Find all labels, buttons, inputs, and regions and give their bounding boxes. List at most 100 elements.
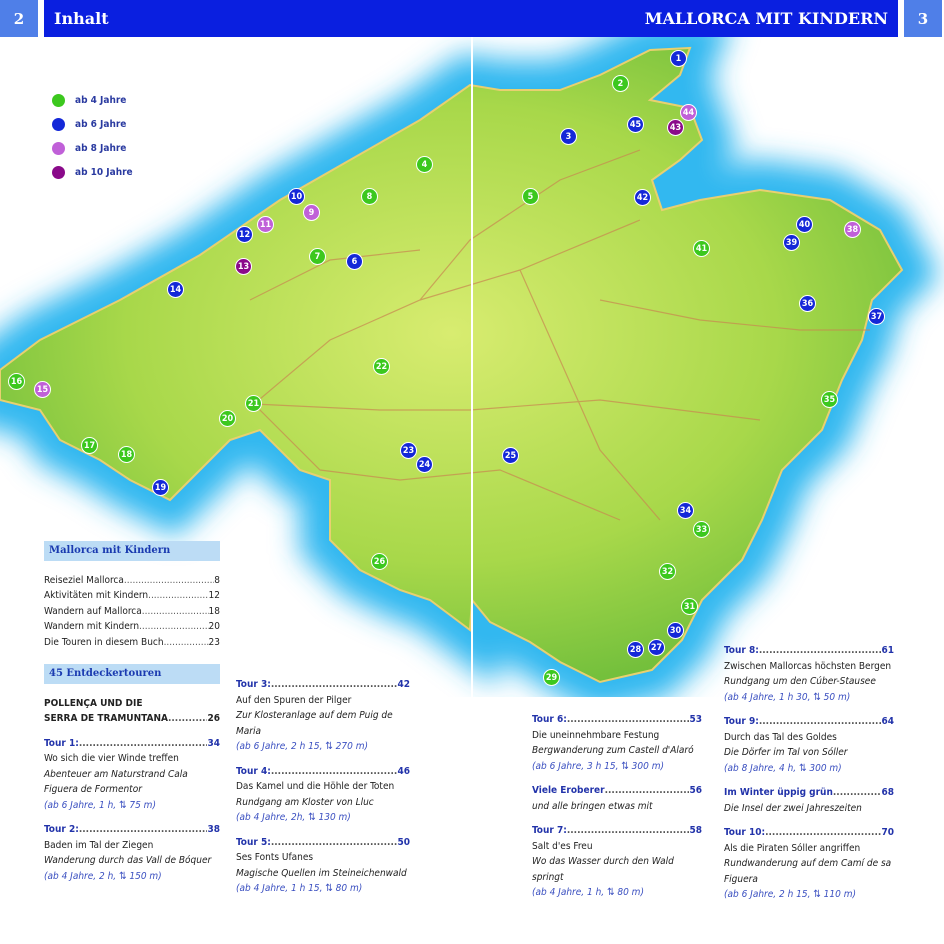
tour-marker-20[interactable]: 20 (219, 410, 236, 427)
tour-subtitle: Rundgang am Kloster von Lluc (236, 796, 374, 808)
toc-entry[interactable]: Wandern auf Mallorca18 (44, 604, 220, 620)
tour-marker-12[interactable]: 12 (236, 226, 253, 243)
tour-title: Das Kamel und die Höhle der Toten (236, 781, 395, 792)
tour-title: Zwischen Mallorcas höchsten Bergen (724, 660, 892, 672)
tour-marker-35[interactable]: 35 (821, 391, 838, 408)
tour-meta: (ab 4 Jahre, 2h, ⇅ 130 m) (236, 812, 351, 823)
tour-marker-45[interactable]: 45 (627, 116, 644, 133)
tour-subtitle: Zur Klosteranlage auf dem Puig de Maria (236, 710, 393, 737)
tour-marker-14[interactable]: 14 (167, 281, 184, 298)
tour-title: Als die Piraten Sóller angriffen (724, 842, 861, 854)
toc-entry[interactable]: Die Touren in diesem Buch23 (44, 635, 220, 651)
tour-marker-5[interactable]: 5 (522, 188, 539, 205)
tour-meta: (ab 4 Jahre, 1 h 15, ⇅ 80 m) (236, 883, 363, 894)
mallorca-map (0, 37, 940, 697)
tour-marker-27[interactable]: 27 (648, 639, 665, 656)
tour-meta: (ab 4 Jahre, 1 h 30, ⇅ 50 m) (724, 691, 851, 703)
tour-entry[interactable]: Im Winter üppig grün68Die Insel der zwei… (724, 785, 894, 816)
tour-title: Wo sich die vier Winde treffen (44, 753, 179, 764)
tour-marker-43[interactable]: 43 (667, 119, 684, 136)
legend-dot-green (52, 93, 65, 107)
tour-marker-18[interactable]: 18 (118, 446, 135, 463)
tour-marker-15[interactable]: 15 (34, 381, 51, 398)
tour-marker-1[interactable]: 1 (670, 50, 687, 67)
header-bar: Inhalt MALLORCA MIT KINDERN (44, 0, 898, 37)
tour-entry[interactable]: Viele Eroberer56und alle bringen etwas m… (532, 783, 702, 814)
roads (249, 149, 870, 521)
section-heading: Mallorca mit Kindern (44, 541, 220, 561)
tour-marker-6[interactable]: 6 (346, 253, 363, 270)
tour-meta: (ab 6 Jahre, 3 h 15, ⇅ 300 m) (532, 760, 664, 772)
tour-marker-39[interactable]: 39 (783, 234, 800, 251)
island (0, 46, 904, 684)
tour-marker-37[interactable]: 37 (868, 308, 885, 325)
tour-title: Baden im Tal der Ziegen (44, 839, 154, 851)
toc-entry[interactable]: Wandern mit Kindern20 (44, 619, 220, 635)
tour-meta: (ab 6 Jahre, 2 h 15, ⇅ 110 m) (724, 889, 856, 900)
tour-marker-24[interactable]: 24 (416, 456, 433, 473)
tour-marker-29[interactable]: 29 (543, 669, 560, 686)
tour-marker-8[interactable]: 8 (361, 188, 378, 205)
legend-item: ab 4 Jahre (52, 88, 133, 112)
right-page-number: 3 (904, 0, 942, 37)
tour-subtitle: Die Insel der zwei Jahreszeiten (724, 802, 862, 814)
tour-marker-16[interactable]: 16 (8, 373, 25, 390)
tour-meta: (ab 8 Jahre, 4 h, ⇅ 300 m) (724, 762, 842, 774)
tour-subtitle: Die Dörfer im Tal von Sóller (724, 747, 848, 758)
tour-marker-19[interactable]: 19 (152, 479, 169, 496)
tour-marker-4[interactable]: 4 (416, 156, 433, 173)
tour-meta: (ab 6 Jahre, 1 h, ⇅ 75 m) (44, 799, 156, 811)
tour-marker-34[interactable]: 34 (677, 502, 694, 519)
legend-dot-purple (52, 165, 65, 179)
tour-subtitle: Bergwanderung zum Castell d'Alaró (532, 745, 694, 756)
tour-marker-21[interactable]: 21 (245, 395, 262, 412)
tour-title: Auf den Spuren der Pilger (236, 694, 352, 706)
tour-marker-22[interactable]: 22 (373, 358, 390, 375)
tour-marker-25[interactable]: 25 (502, 447, 519, 464)
tour-marker-41[interactable]: 41 (693, 240, 710, 257)
tour-marker-3[interactable]: 3 (560, 128, 577, 145)
tour-title: Die uneinnehmbare Festung (532, 729, 660, 741)
tour-subtitle: Abenteuer am Naturstrand Cala Figuera de… (44, 768, 188, 796)
tour-marker-31[interactable]: 31 (681, 598, 698, 615)
tour-subtitle: Wo das Wasser durch den Wald springt (532, 856, 674, 883)
tour-meta: (ab 6 Jahre, 2 h 15, ⇅ 270 m) (236, 741, 368, 752)
legend-dot-pink (52, 141, 65, 155)
tour-marker-28[interactable]: 28 (627, 641, 644, 658)
right-page-title: MALLORCA MIT KINDERN (644, 9, 888, 28)
tour-marker-40[interactable]: 40 (796, 216, 813, 233)
tour-marker-2[interactable]: 2 (612, 75, 629, 92)
tour-marker-44[interactable]: 44 (680, 104, 697, 121)
tour-marker-26[interactable]: 26 (371, 553, 388, 570)
tour-marker-36[interactable]: 36 (799, 295, 816, 312)
tour-marker-30[interactable]: 30 (667, 622, 684, 639)
tour-marker-32[interactable]: 32 (659, 563, 676, 580)
tour-marker-11[interactable]: 11 (257, 216, 274, 233)
tour-marker-7[interactable]: 7 (309, 248, 326, 265)
tour-subtitle: Rundwanderung auf dem Camí de sa Figuera (724, 858, 892, 885)
tour-marker-33[interactable]: 33 (693, 521, 710, 538)
tour-marker-13[interactable]: 13 (235, 258, 252, 275)
region-entry[interactable]: POLLENÇA UND DIE SERRA DE TRAMUNTANA26 (44, 696, 220, 727)
tour-marker-42[interactable]: 42 (634, 189, 651, 206)
tour-marker-10[interactable]: 10 (288, 188, 305, 205)
legend-item: ab 10 Jahre (52, 160, 133, 184)
toc-entry[interactable]: Aktivitäten mit Kindern12 (44, 588, 220, 604)
tour-marker-9[interactable]: 9 (303, 204, 320, 221)
toc-entry[interactable]: Reiseziel Mallorca8 (44, 573, 220, 589)
tour-marker-38[interactable]: 38 (844, 221, 861, 238)
tour-marker-17[interactable]: 17 (81, 437, 98, 454)
tour-marker-23[interactable]: 23 (400, 442, 417, 459)
